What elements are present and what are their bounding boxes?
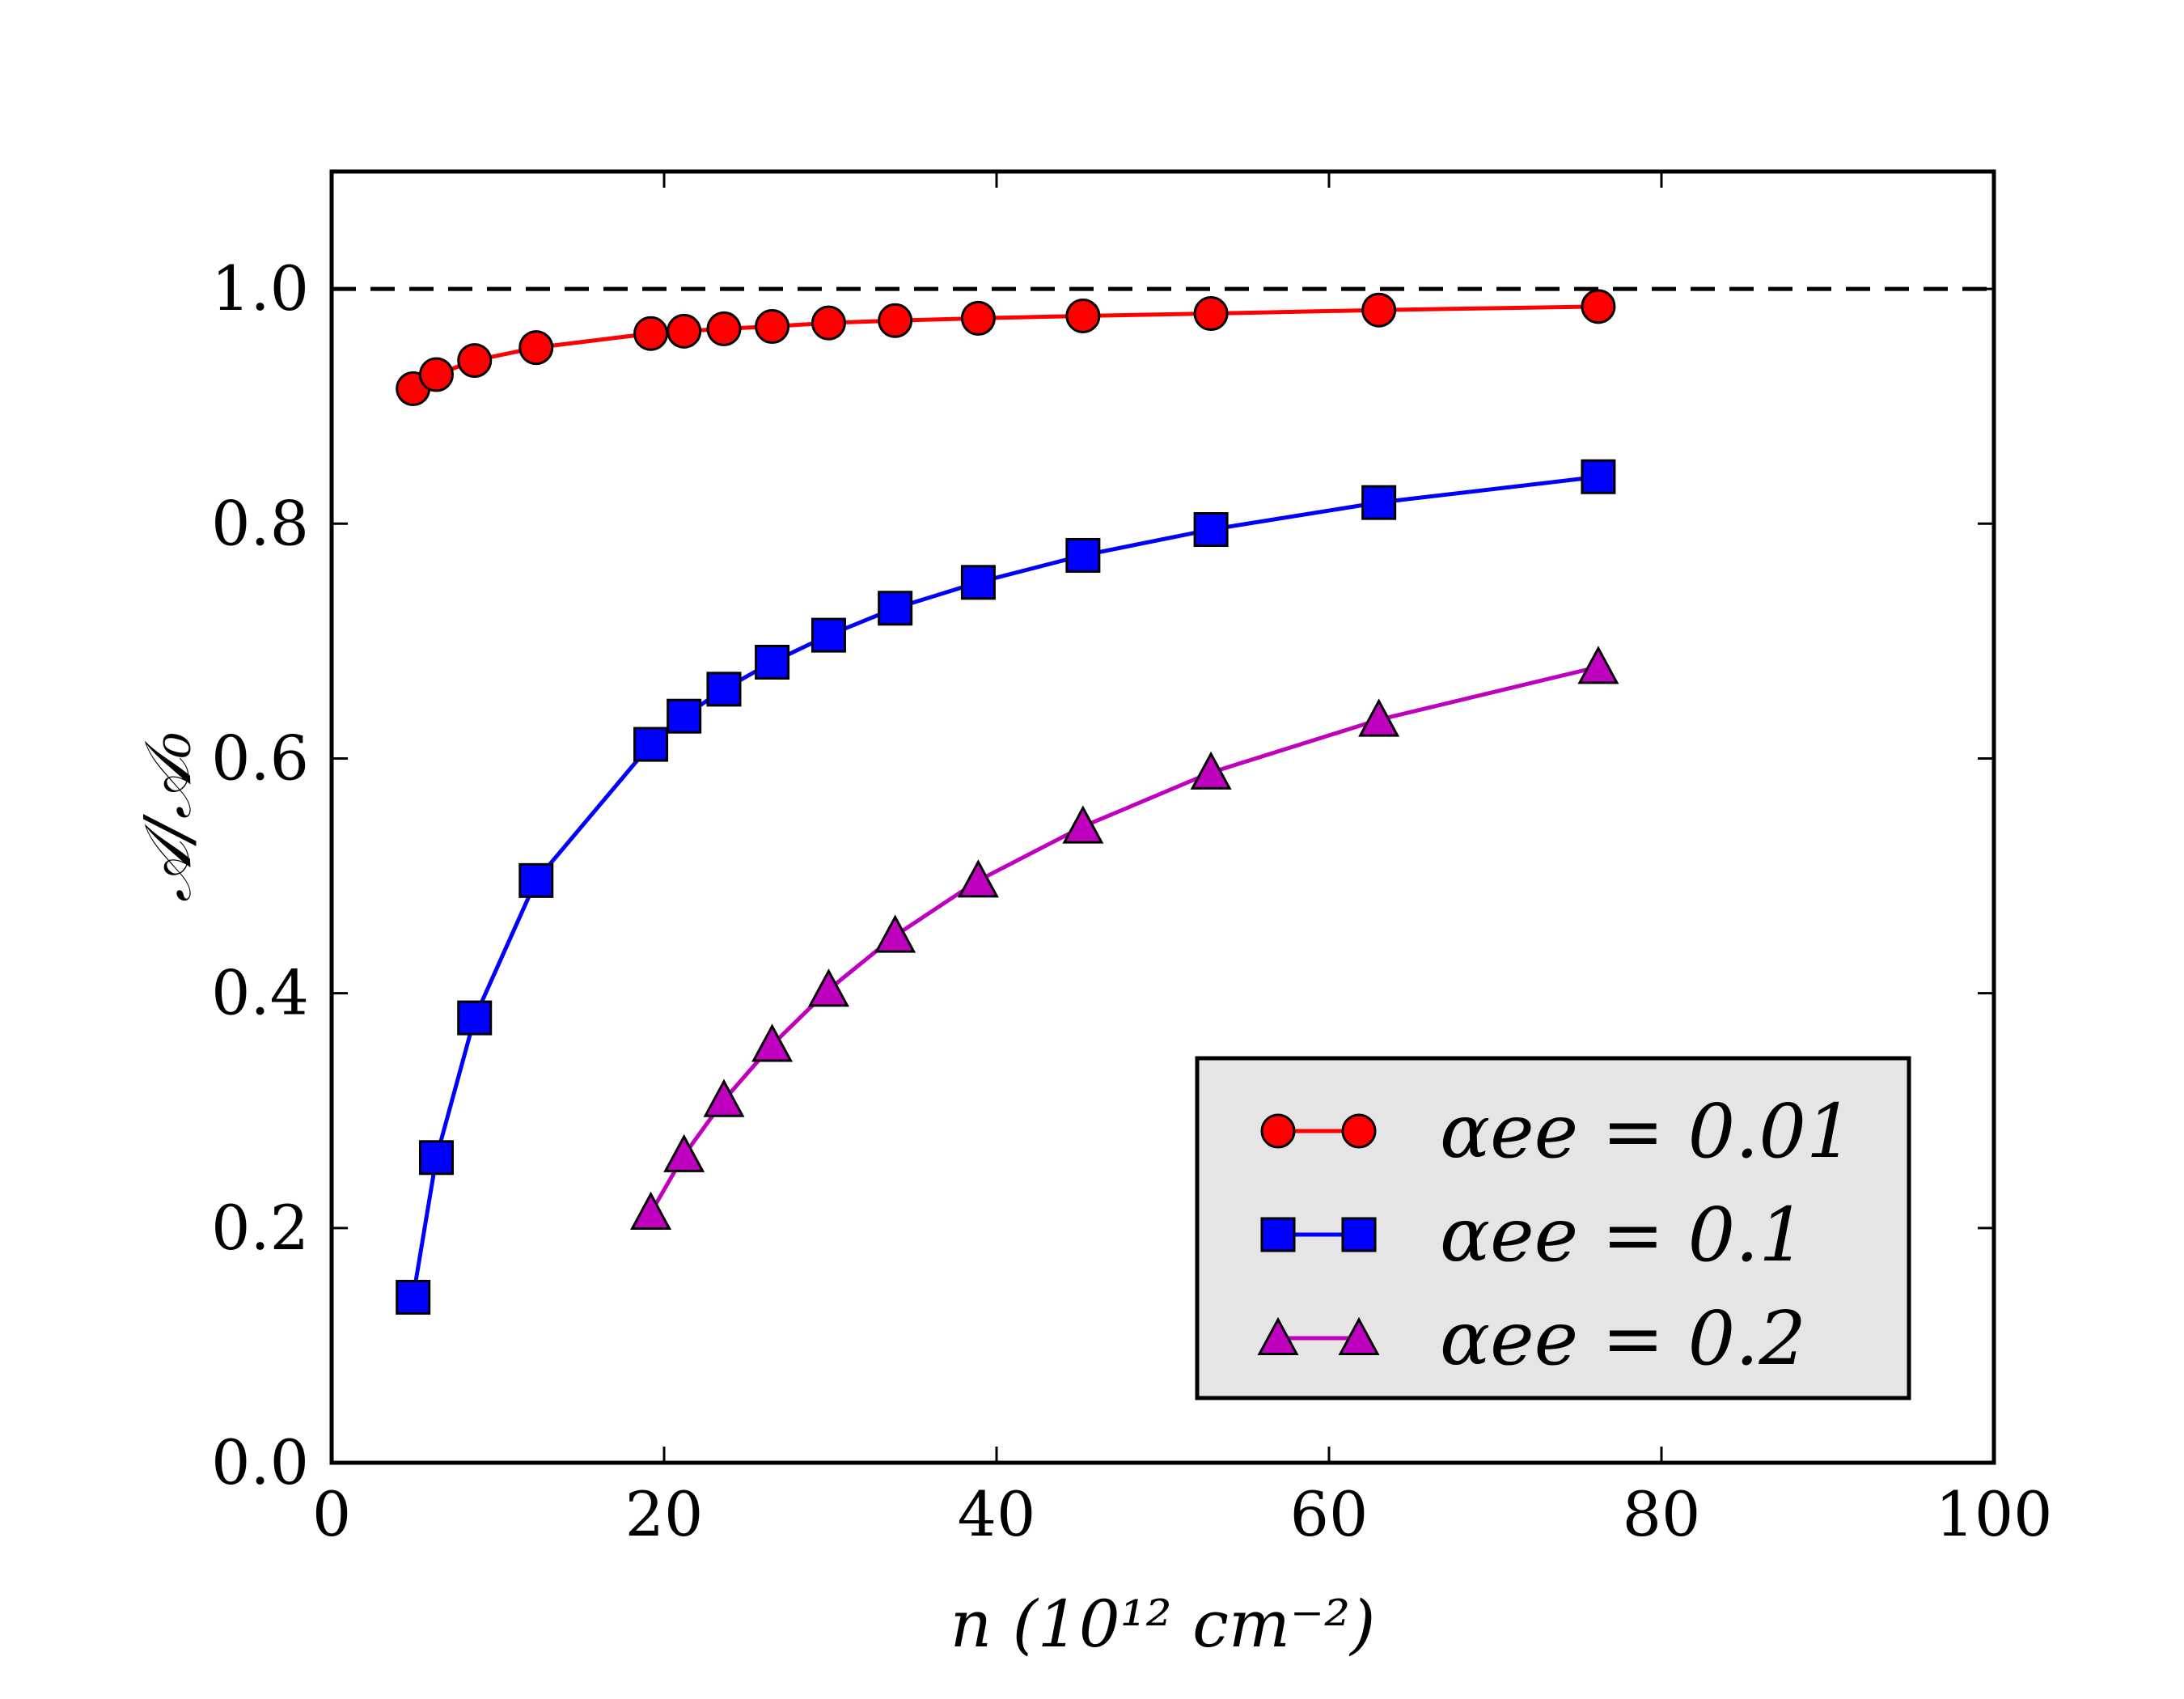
data-point-circle — [1581, 289, 1616, 324]
x-tick-label: 80 — [1623, 1478, 1701, 1550]
data-point-circle — [457, 343, 493, 379]
data-point-circle — [811, 305, 846, 341]
data-point-triangle — [663, 1133, 705, 1172]
series-triangle — [630, 646, 1619, 1231]
legend-entry: αee = 0.1 — [1260, 1192, 1806, 1278]
series-group — [396, 289, 1619, 1315]
legend-entry: αee = 0.2 — [1257, 1295, 1806, 1382]
data-point-circle — [1193, 296, 1229, 332]
data-point-circle — [1361, 292, 1397, 328]
data-point-triangle — [751, 1023, 794, 1062]
legend-box — [1195, 1056, 1911, 1400]
data-point-square — [418, 1140, 454, 1176]
data-point-square — [811, 617, 846, 653]
data-point-square — [1193, 512, 1229, 548]
data-point-square — [1581, 459, 1616, 494]
data-point-triangle — [957, 859, 999, 898]
data-point-circle — [960, 300, 996, 336]
x-tick-label: 0 — [312, 1478, 351, 1550]
legend-label: αee = 0.1 — [1440, 1192, 1806, 1278]
data-point-square — [1065, 537, 1101, 573]
legend-marker — [1338, 1316, 1380, 1356]
data-point-circle — [667, 313, 702, 349]
series-square — [396, 459, 1616, 1315]
legend-entries: αee = 0.01 αee = 0.1 αee = 0.2 — [1257, 1088, 1853, 1382]
legend: αee = 0.01 αee = 0.1 αee = 0.2 — [1195, 1056, 1911, 1400]
x-tick-label: 20 — [625, 1478, 704, 1550]
data-point-square — [1361, 485, 1397, 520]
y-tick-label: 0.0 — [211, 1426, 309, 1498]
data-point-circle — [1065, 298, 1101, 333]
y-tick-label: 0.8 — [211, 487, 309, 559]
data-point-triangle — [630, 1191, 672, 1231]
data-point-triangle — [807, 968, 849, 1007]
y-tick-label: 0.6 — [211, 722, 309, 794]
data-point-square — [518, 862, 554, 898]
data-point-triangle — [703, 1078, 745, 1117]
data-point-square — [667, 698, 702, 734]
x-tick-label: 60 — [1290, 1478, 1369, 1550]
data-point-square — [396, 1279, 431, 1315]
y-tick-label: 0.4 — [211, 957, 309, 1029]
data-point-circle — [518, 330, 554, 366]
data-point-triangle — [1062, 805, 1104, 844]
data-point-square — [457, 1000, 493, 1036]
legend-label: αee = 0.01 — [1440, 1088, 1853, 1175]
data-point-square — [755, 644, 790, 680]
data-point-square — [960, 565, 996, 600]
data-point-circle — [633, 316, 669, 351]
data-point-circle — [878, 303, 913, 338]
x-tick-label: 100 — [1935, 1478, 2052, 1550]
tick-labels-group: 0 20 40 60 80 100 0.0 0.2 0.4 0.6 0.8 1.0 — [211, 252, 2052, 1550]
data-point-circle — [418, 357, 454, 392]
x-axis-label: n (10¹² cm⁻²) — [950, 1587, 1376, 1662]
legend-marker — [1260, 1217, 1296, 1252]
legend-marker — [1260, 1113, 1296, 1149]
legend-marker — [1341, 1217, 1377, 1252]
series-circle — [396, 289, 1616, 406]
y-tick-label: 0.2 — [211, 1192, 309, 1264]
legend-marker — [1341, 1113, 1377, 1149]
data-point-triangle — [1358, 698, 1400, 737]
data-point-triangle — [874, 914, 916, 953]
x-tick-label: 40 — [958, 1478, 1036, 1550]
legend-entry: αee = 0.01 — [1260, 1088, 1853, 1175]
data-point-square — [878, 591, 913, 626]
legend-marker — [1257, 1316, 1299, 1356]
y-axis-label: 𝒜/𝒜₀ — [130, 732, 205, 902]
data-point-square — [706, 672, 742, 707]
plot-area-frame — [329, 169, 1996, 1465]
legend-label: αee = 0.2 — [1440, 1295, 1806, 1382]
y-tick-label: 1.0 — [211, 252, 309, 324]
data-point-triangle — [1577, 646, 1619, 684]
data-point-triangle — [1190, 751, 1232, 790]
data-point-square — [633, 727, 669, 762]
data-point-circle — [755, 309, 790, 345]
data-point-circle — [706, 311, 742, 346]
